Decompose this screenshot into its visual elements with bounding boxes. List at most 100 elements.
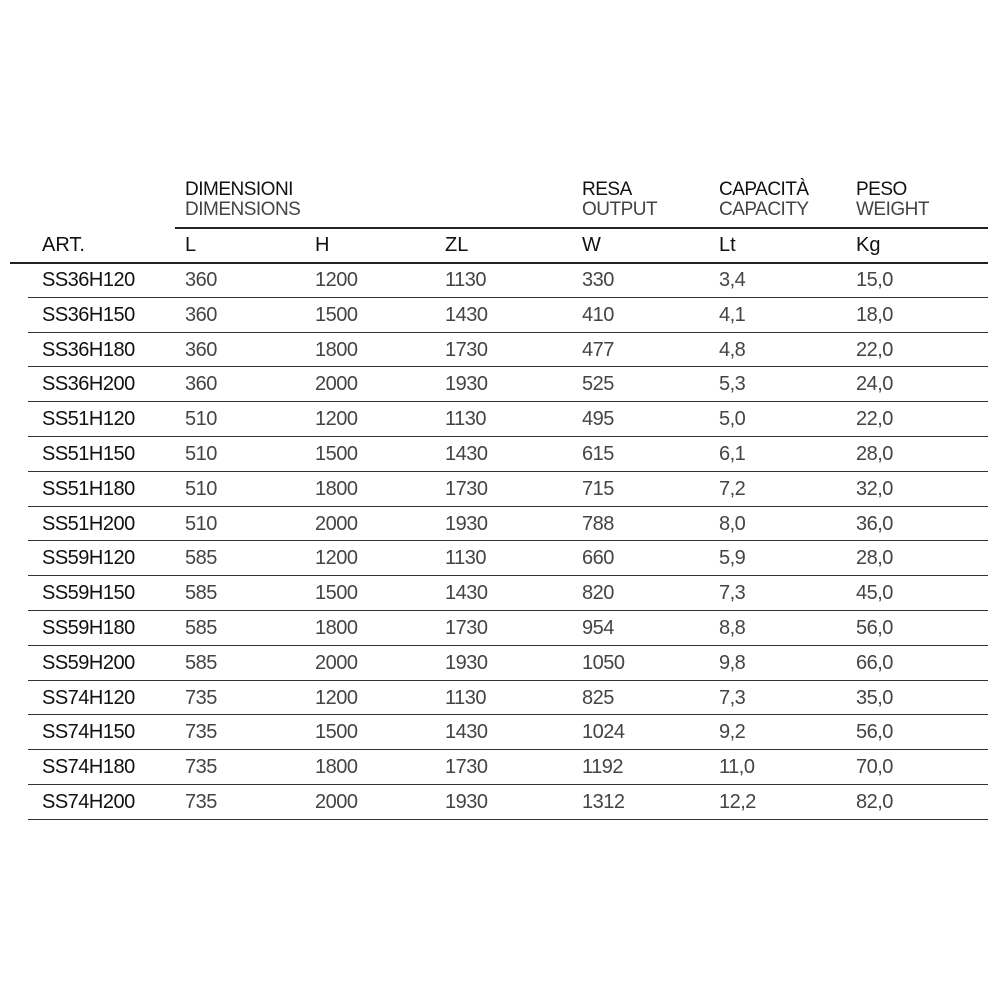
cell-art: SS51H150 [42,443,135,465]
col-header-lt: Lt [719,234,736,256]
cell-w: 820 [582,582,614,605]
cell-h: 2000 [315,373,358,396]
cell-kg: 66,0 [856,651,893,674]
group-title-en: OUTPUT [582,199,658,220]
cell-lt: 7,3 [719,686,746,709]
cell-h: 1200 [315,686,358,709]
col-header-kg: Kg [856,234,881,256]
cell-art: SS59H200 [42,651,135,674]
cell-l: 735 [185,791,217,813]
table-row: SS59H120 585 1200 1130 660 5,9 28,0 [28,541,988,577]
cell-lt: 9,2 [719,721,746,744]
table-row: SS36H150 360 1500 1430 410 4,1 18,0 [28,298,988,333]
col-header-l: L [185,234,197,256]
cell-zl: 1430 [445,582,488,605]
cell-kg: 56,0 [856,721,893,744]
table-row: SS74H180 735 1800 1730 1192 11,0 70,0 [28,750,988,785]
cell-lt: 6,1 [719,443,746,465]
cell-kg: 36,0 [856,512,893,535]
table-row: SS59H200 585 2000 1930 1050 9,8 66,0 [28,646,988,681]
group-title-en: DIMENSIONS [185,199,301,220]
cell-zl: 1430 [445,443,488,465]
cell-l: 360 [185,373,217,396]
cell-kg: 32,0 [856,477,893,500]
cell-l: 735 [185,756,217,779]
cell-w: 525 [582,373,614,396]
group-header-capacity: CAPACITÀ CAPACITY [719,180,809,220]
cell-zl: 1130 [445,686,487,709]
cell-zl: 1130 [445,269,487,291]
cell-w: 1192 [582,756,624,779]
cell-l: 585 [185,651,217,674]
table-row: SS59H180 585 1800 1730 954 8,8 56,0 [28,611,988,646]
cell-zl: 1730 [445,756,488,779]
cell-zl: 1130 [445,547,487,570]
cell-art: SS74H120 [42,686,135,709]
cell-l: 585 [185,547,217,570]
cell-kg: 82,0 [856,791,893,813]
cell-art: SS59H180 [42,617,135,639]
cell-art: SS36H150 [42,303,135,326]
group-title-it: RESA [582,179,632,200]
cell-zl: 1730 [445,477,488,500]
cell-w: 495 [582,408,614,431]
cell-zl: 1130 [445,408,487,431]
cell-zl: 1730 [445,617,488,639]
cell-w: 477 [582,338,614,361]
group-title-it: DIMENSIONI [185,179,293,200]
cell-kg: 22,0 [856,408,893,431]
col-header-h: H [315,234,330,256]
cell-kg: 15,0 [856,269,893,291]
cell-h: 2000 [315,512,358,535]
cell-kg: 56,0 [856,617,893,639]
group-title-it: PESO [856,179,907,200]
cell-l: 735 [185,721,217,744]
cell-w: 1024 [582,721,625,744]
cell-lt: 9,8 [719,651,746,674]
table-row: SS51H150 510 1500 1430 615 6,1 28,0 [28,437,988,472]
table-row: SS36H200 360 2000 1930 525 5,3 24,0 [28,367,988,403]
cell-art: SS36H120 [42,269,135,291]
group-title-en: CAPACITY [719,199,809,220]
table-row: SS59H150 585 1500 1430 820 7,3 45,0 [28,576,988,611]
cell-kg: 45,0 [856,582,893,605]
cell-h: 2000 [315,791,358,813]
cell-h: 1500 [315,303,358,326]
col-header-art: ART. [42,234,85,256]
cell-h: 1800 [315,338,358,361]
cell-zl: 1930 [445,791,488,813]
cell-kg: 28,0 [856,443,893,465]
col-header-w: W [582,234,601,256]
cell-lt: 8,0 [719,512,746,535]
cell-w: 330 [582,269,614,291]
cell-w: 825 [582,686,614,709]
cell-h: 1200 [315,269,358,291]
cell-w: 715 [582,477,614,500]
cell-kg: 35,0 [856,686,893,709]
cell-h: 2000 [315,651,358,674]
cell-l: 510 [185,477,217,500]
table-row: SS74H150 735 1500 1430 1024 9,2 56,0 [28,715,988,751]
cell-l: 585 [185,617,217,639]
cell-l: 735 [185,686,217,709]
cell-kg: 24,0 [856,373,893,396]
cell-lt: 7,2 [719,477,746,500]
cell-l: 360 [185,338,217,361]
cell-art: SS74H200 [42,791,135,813]
cell-l: 510 [185,512,217,535]
cell-art: SS36H180 [42,338,135,361]
cell-w: 1050 [582,651,625,674]
group-header-weight: PESO WEIGHT [856,179,930,220]
cell-lt: 4,8 [719,338,746,361]
cell-art: SS36H200 [42,373,135,396]
cell-lt: 8,8 [719,617,746,639]
cell-kg: 28,0 [856,547,893,570]
cell-lt: 5,9 [719,547,746,570]
cell-zl: 1930 [445,651,488,674]
cell-lt: 3,4 [719,269,746,291]
cell-art: SS51H180 [42,477,135,500]
cell-w: 1312 [582,791,625,813]
group-title-it: CAPACITÀ [719,179,809,200]
table-row: SS74H120 735 1200 1130 825 7,3 35,0 [28,681,988,716]
table-row: SS51H200 510 2000 1930 788 8,0 36,0 [28,507,988,542]
